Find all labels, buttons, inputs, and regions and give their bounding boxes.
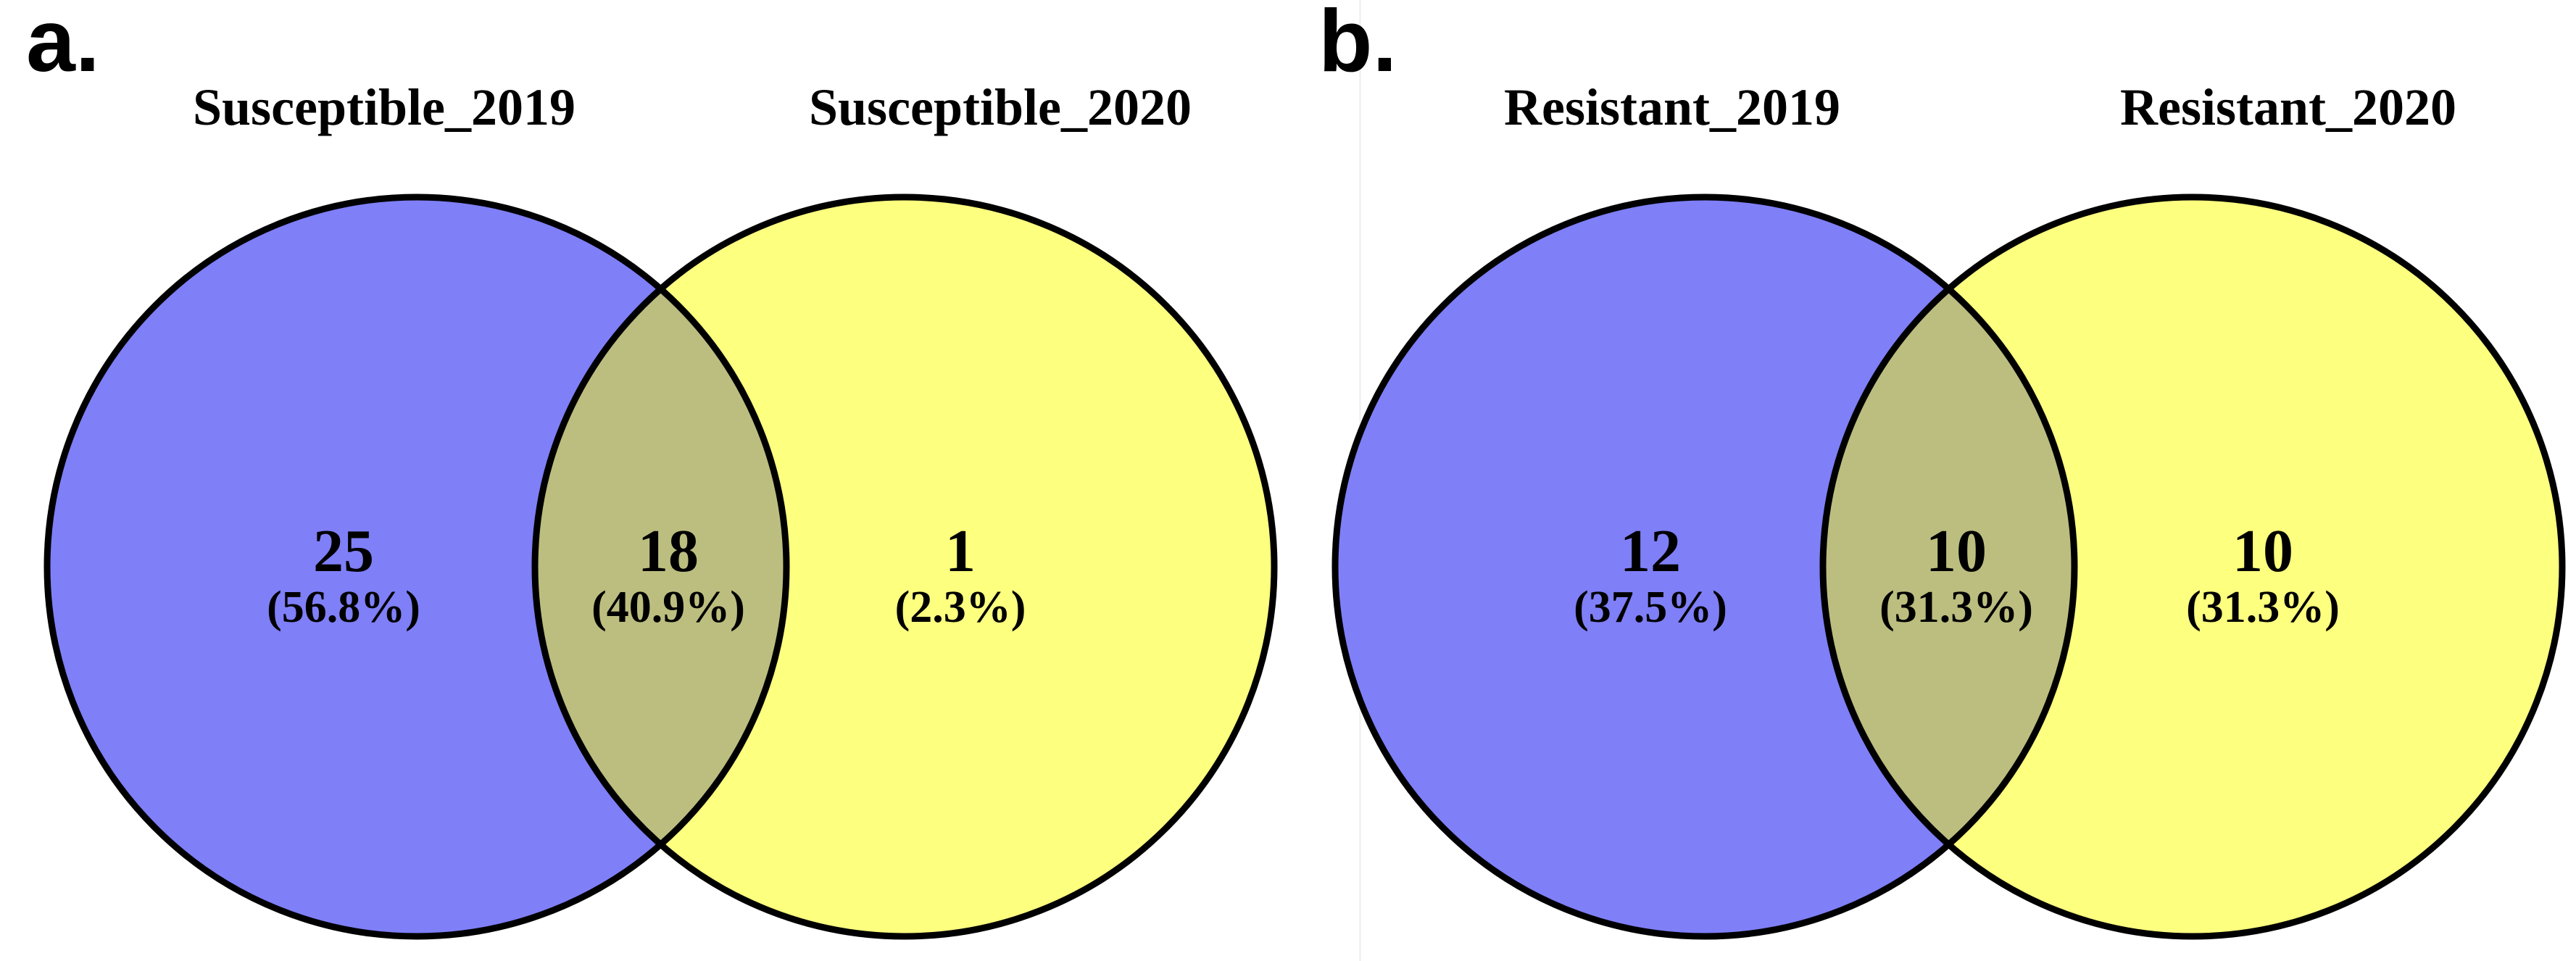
circle-right-outline [531, 194, 1278, 940]
overlap-lens [1823, 288, 2074, 845]
overlap-region-percent: (31.3%) [1879, 583, 2033, 632]
panel-letter: b. [1318, 0, 1397, 90]
circle-left-outline [1331, 194, 2078, 940]
overlap-region-percent: (40.9%) [591, 583, 745, 632]
overlap-lens [535, 288, 786, 845]
circle-right-outline [1819, 194, 2566, 940]
circle-left-outline [43, 194, 790, 940]
right-region-count: 10 [2232, 517, 2293, 585]
overlap-region-count: 18 [638, 517, 699, 585]
right-region-percent: (31.3%) [2186, 583, 2340, 632]
overlap-region-count: 10 [1926, 517, 1987, 585]
set-label-right: Susceptible_2020 [809, 78, 1192, 136]
set-label-right: Resistant_2020 [2120, 78, 2456, 136]
right-region-count: 1 [945, 517, 976, 585]
venn-panel-a: a. Susceptible_2019 Susceptible_2020 25 … [26, 0, 1278, 940]
left-region-percent: (56.8%) [267, 583, 420, 632]
left-region-count: 25 [313, 517, 374, 585]
venn-panel-b: b. Resistant_2019 Resistant_2020 12 (37.… [1318, 0, 2566, 961]
right-region-percent: (2.3%) [895, 583, 1026, 632]
panel-letter: a. [26, 0, 100, 90]
left-region-count: 12 [1620, 517, 1681, 585]
left-region-percent: (37.5%) [1574, 583, 1727, 632]
set-label-left: Resistant_2019 [1504, 78, 1840, 136]
set-label-left: Susceptible_2019 [193, 78, 576, 136]
